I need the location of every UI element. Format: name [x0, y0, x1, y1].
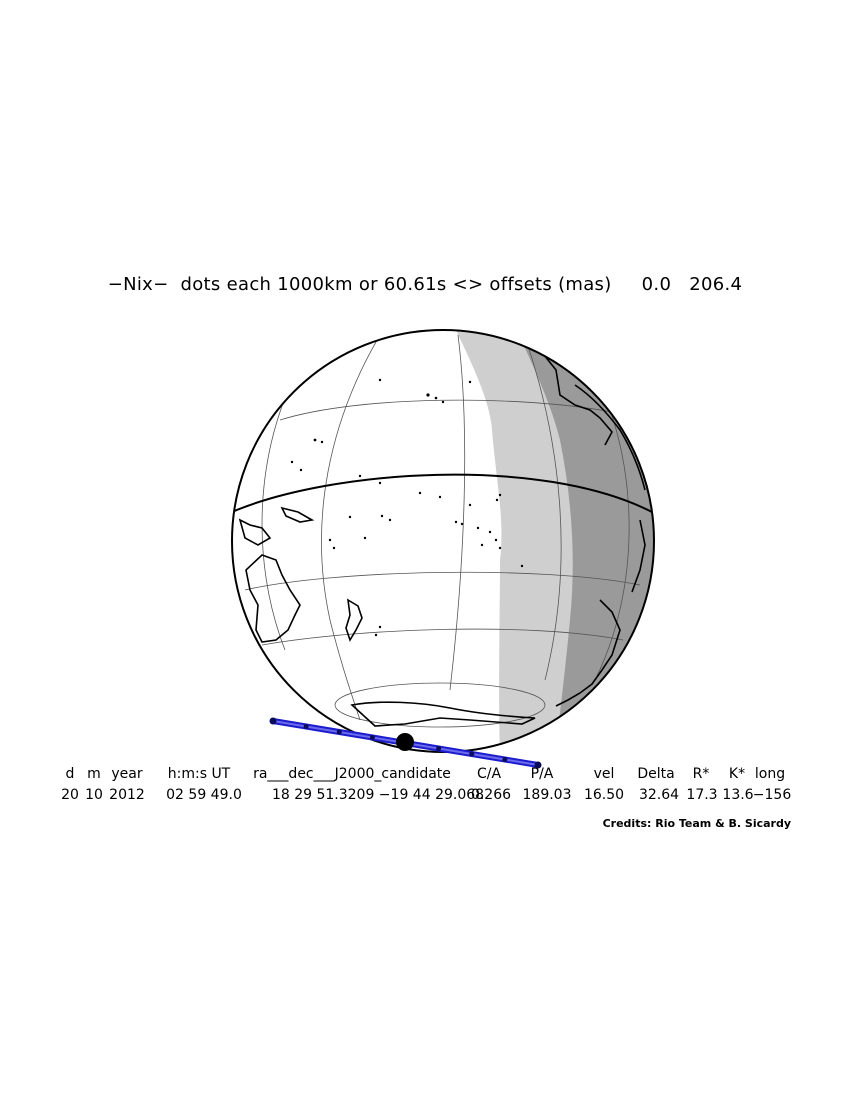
- value-delta: 32.64: [638, 787, 680, 803]
- value-pa: 189.03: [522, 787, 572, 803]
- track-dot: [369, 735, 375, 740]
- track-dot: [436, 746, 442, 751]
- header-year: year: [111, 766, 143, 782]
- header-kstar: K*: [728, 766, 746, 782]
- header-long: long: [754, 766, 786, 782]
- header-m: m: [87, 766, 101, 782]
- header-rstar: R*: [692, 766, 710, 782]
- track-dot: [502, 757, 508, 762]
- track-dot: [336, 729, 342, 735]
- value-vel: 16.50: [583, 787, 625, 803]
- credits: Credits: Rio Team & B. Sicardy: [602, 817, 791, 830]
- track-dot: [469, 751, 475, 757]
- track-dot: [534, 761, 542, 769]
- coastlines: [238, 349, 646, 727]
- value-m: 10: [85, 787, 103, 803]
- graticule: [244, 334, 641, 728]
- value-year: 2012: [109, 787, 145, 803]
- header-radec: ra___dec___J2000_candidate: [253, 766, 451, 782]
- closest-approach-marker: [396, 733, 414, 751]
- value-radec: 18 29 51.3209 −19 44 29.068: [271, 787, 485, 803]
- pacific-islands: [290, 378, 524, 637]
- value-ca: 0.266: [470, 787, 512, 803]
- value-d: 20: [61, 787, 79, 803]
- track-dot: [269, 717, 277, 725]
- track-dot: [303, 724, 309, 729]
- value-long: −156: [752, 787, 792, 803]
- header-ca: C/A: [476, 766, 502, 782]
- header-pa: P/A: [530, 766, 554, 782]
- plot-title: −Nix− dots each 1000km or 60.61s <> offs…: [107, 274, 743, 295]
- header-vel: vel: [593, 766, 615, 782]
- equator-line: [232, 473, 653, 513]
- header-d: d: [65, 766, 75, 782]
- value-time: 02 59 49.0: [166, 787, 242, 803]
- value-kstar: 13.6: [722, 787, 754, 803]
- header-delta: Delta: [637, 766, 675, 782]
- value-rstar: 17.3: [686, 787, 718, 803]
- header-time: h:m:s UT: [167, 766, 231, 782]
